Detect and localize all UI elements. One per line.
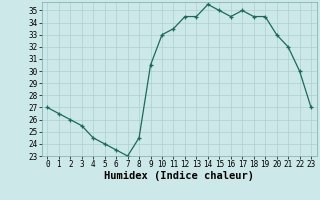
X-axis label: Humidex (Indice chaleur): Humidex (Indice chaleur)	[104, 171, 254, 181]
